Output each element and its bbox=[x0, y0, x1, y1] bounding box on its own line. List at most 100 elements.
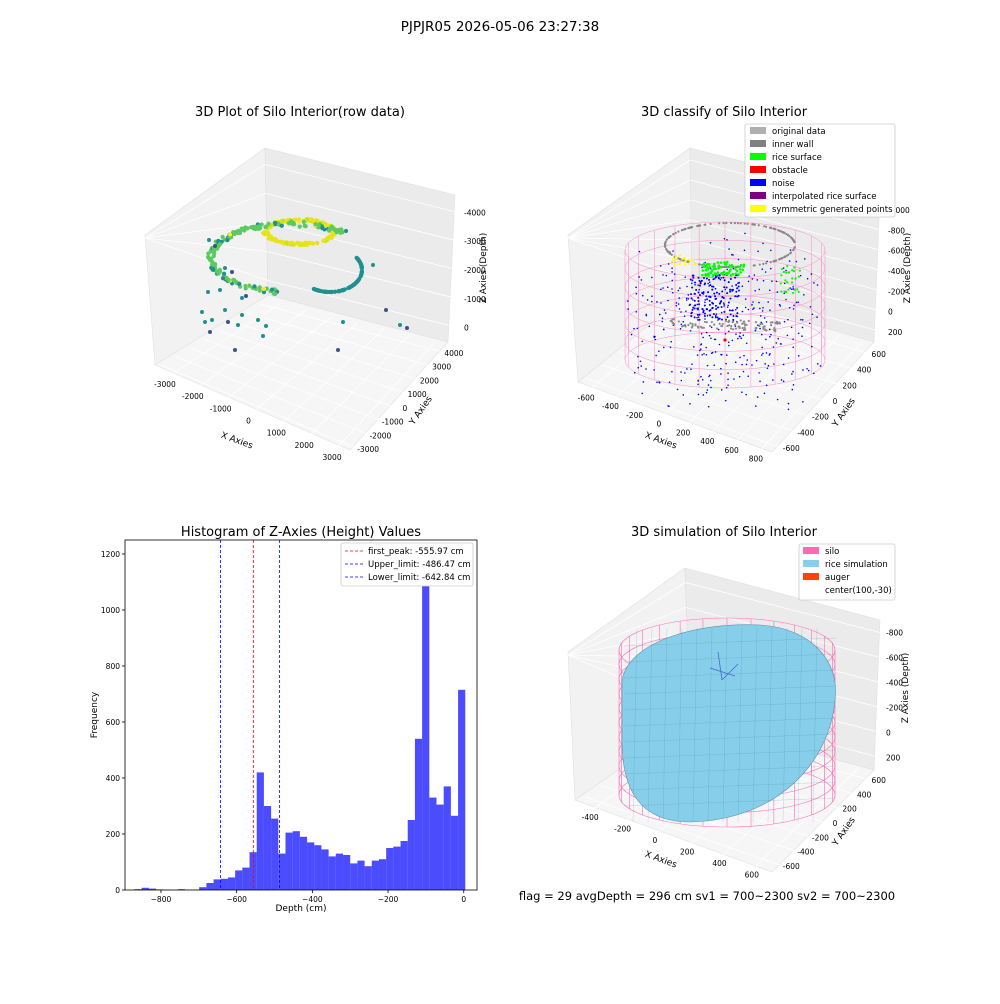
data-point bbox=[218, 270, 222, 274]
inner-wall-point bbox=[740, 319, 742, 321]
noise-point bbox=[639, 251, 641, 253]
inner-wall-point bbox=[761, 323, 763, 325]
histogram-bar bbox=[415, 739, 422, 890]
noise-point bbox=[699, 350, 701, 352]
noise-point bbox=[768, 365, 770, 367]
inner-wall-point bbox=[691, 323, 693, 325]
noise-point bbox=[729, 291, 731, 293]
histogram-bar bbox=[314, 845, 321, 890]
noise-point bbox=[654, 339, 656, 341]
y-tick-label: 600 bbox=[872, 350, 887, 359]
histogram-bar bbox=[357, 861, 364, 890]
inner-wall-point bbox=[763, 326, 765, 328]
noise-point bbox=[790, 249, 792, 251]
noise-point bbox=[698, 303, 700, 305]
rice-surface-point bbox=[780, 274, 782, 276]
noise-point bbox=[757, 396, 759, 398]
noise-point bbox=[769, 309, 771, 311]
noise-point bbox=[770, 250, 772, 252]
inner-wall-point bbox=[725, 222, 727, 224]
data-point bbox=[302, 220, 306, 224]
noise-point bbox=[738, 282, 740, 284]
rice-surface-point bbox=[798, 291, 800, 293]
inner-wall-point bbox=[667, 237, 669, 239]
rice-surface-point bbox=[704, 274, 707, 277]
noise-point bbox=[787, 319, 789, 321]
noise-point bbox=[674, 273, 676, 275]
noise-point bbox=[665, 312, 667, 314]
inner-wall-point bbox=[711, 321, 713, 323]
inner-wall-point bbox=[713, 324, 715, 326]
data-point bbox=[261, 334, 265, 338]
noise-point bbox=[726, 269, 728, 271]
noise-point bbox=[662, 274, 664, 276]
noise-point bbox=[759, 328, 761, 330]
inner-wall-point bbox=[716, 327, 718, 329]
noise-point bbox=[709, 310, 711, 312]
noise-point bbox=[751, 364, 753, 366]
inner-wall-point bbox=[684, 325, 686, 327]
data-point bbox=[280, 224, 284, 228]
noise-point bbox=[798, 332, 800, 334]
noise-point bbox=[744, 233, 746, 235]
data-point bbox=[327, 229, 331, 233]
noise-point bbox=[736, 312, 738, 314]
noise-point bbox=[736, 307, 738, 309]
data-point bbox=[256, 318, 260, 322]
rice-surface-point bbox=[720, 261, 723, 264]
noise-point bbox=[658, 350, 660, 352]
rice-surface-point bbox=[718, 264, 721, 267]
legend-label: interpolated rice surface bbox=[772, 192, 877, 202]
y-tick-label: 800 bbox=[106, 662, 121, 671]
inner-wall-point bbox=[726, 325, 728, 327]
noise-point bbox=[736, 287, 738, 289]
rice-surface-point bbox=[794, 289, 796, 291]
noise-point bbox=[766, 352, 768, 354]
noise-point bbox=[780, 305, 782, 307]
inner-wall-point bbox=[698, 225, 700, 227]
y-tick-label: -600 bbox=[783, 444, 800, 453]
noise-point bbox=[738, 289, 740, 291]
rice-surface-point bbox=[737, 265, 740, 268]
inner-wall-point bbox=[774, 322, 776, 324]
noise-point bbox=[752, 301, 754, 303]
noise-point bbox=[746, 359, 748, 361]
noise-point bbox=[741, 391, 743, 393]
data-point bbox=[314, 222, 318, 226]
rice-surface-point bbox=[786, 265, 788, 267]
panel3-title: Histogram of Z-Axies (Height) Values bbox=[181, 525, 421, 540]
data-point bbox=[244, 286, 248, 290]
noise-point bbox=[767, 367, 769, 369]
noise-point bbox=[721, 312, 723, 314]
inner-wall-point bbox=[725, 320, 727, 322]
inner-wall-point bbox=[734, 222, 736, 224]
noise-point bbox=[729, 289, 731, 291]
rice-surface-point bbox=[720, 272, 723, 275]
histogram-bar bbox=[451, 816, 458, 890]
noise-point bbox=[792, 389, 794, 391]
symmetric-point bbox=[688, 263, 690, 265]
rice-surface-point bbox=[728, 270, 731, 273]
noise-point bbox=[728, 302, 730, 304]
inner-wall-point bbox=[794, 246, 796, 248]
noise-point bbox=[701, 292, 703, 294]
noise-point bbox=[762, 310, 764, 312]
noise-point bbox=[715, 308, 717, 310]
noise-point bbox=[709, 314, 711, 316]
noise-point bbox=[651, 277, 653, 279]
noise-point bbox=[728, 281, 730, 283]
inner-wall-point bbox=[672, 322, 674, 324]
noise-point bbox=[719, 344, 721, 346]
symmetric-point bbox=[695, 262, 697, 264]
noise-point bbox=[729, 309, 731, 311]
noise-point bbox=[704, 283, 706, 285]
rice-surface-point bbox=[715, 268, 718, 271]
noise-point bbox=[758, 302, 760, 304]
rice-surface-point bbox=[728, 264, 731, 267]
rice-surface-point bbox=[709, 272, 712, 275]
noise-point bbox=[676, 302, 678, 304]
noise-point bbox=[706, 277, 708, 279]
data-point bbox=[226, 320, 230, 324]
noise-point bbox=[698, 292, 700, 294]
